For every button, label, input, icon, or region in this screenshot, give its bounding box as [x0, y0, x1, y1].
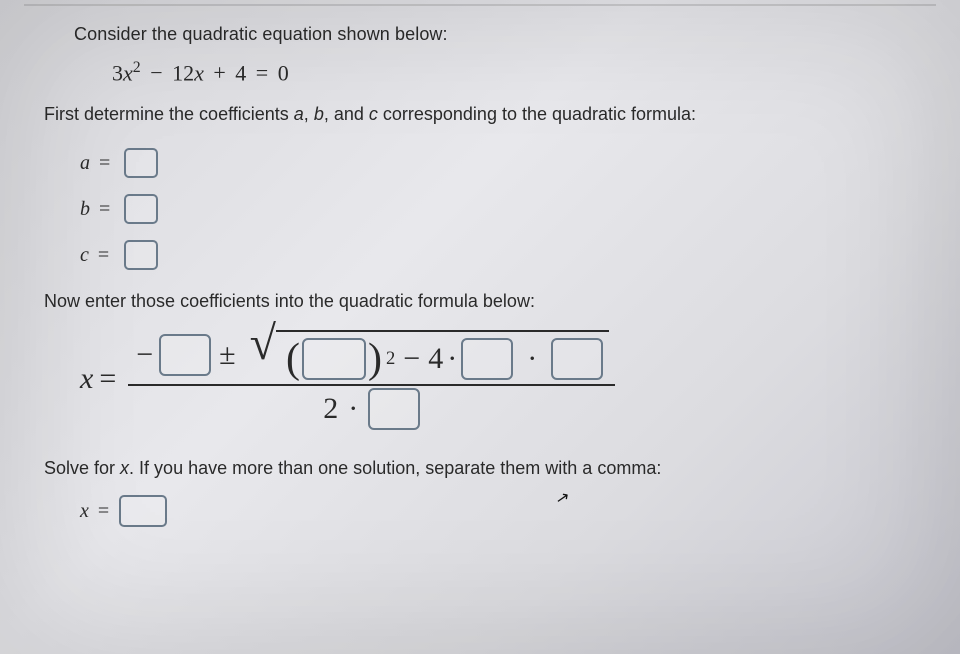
formula-numerator: − ± √ ( )2 − 4 · ·	[128, 326, 615, 384]
coeff-b-var: b	[314, 104, 324, 124]
input-formula-a2[interactable]	[368, 388, 420, 430]
formula-eq: =	[99, 362, 116, 395]
formula-four: 4	[428, 342, 443, 376]
coeff-prompt-pre: First determine the coefficients	[44, 104, 294, 124]
coeff-a-var: a	[294, 104, 304, 124]
input-formula-b[interactable]	[159, 334, 211, 376]
coeff-c-var: c	[369, 104, 378, 124]
formula-denominator: 2 ·	[317, 386, 426, 432]
input-c[interactable]	[124, 240, 158, 270]
label-a: a =	[80, 152, 124, 175]
solve-prompt: Solve for x. If you have more than one s…	[44, 458, 920, 479]
formula-two: 2	[323, 392, 338, 426]
formula-prompt: Now enter those coefficients into the qu…	[44, 291, 920, 312]
quadratic-formula: x= − ± √ ( )2 − 4 · ·	[80, 326, 920, 432]
coeff-prompt: First determine the coefficients a, b, a…	[44, 104, 920, 125]
eq-rhs: 0	[278, 60, 289, 85]
intro-text: Consider the quadratic equation shown be…	[74, 24, 920, 45]
sqrt-body: ( )2 − 4 · ·	[276, 330, 609, 382]
solve-var: x	[120, 458, 129, 478]
eq-coef-b: 12	[172, 60, 194, 85]
formula-dot1: ·	[447, 342, 457, 376]
formula-x-equals: x=	[80, 362, 116, 396]
coeff-sep2: , and	[324, 104, 369, 124]
formula-x: x	[80, 362, 93, 395]
solve-row: x =	[80, 495, 920, 527]
coeff-prompt-post: corresponding to the quadratic formula:	[378, 104, 696, 124]
formula-pm: ±	[219, 338, 235, 372]
solve-prompt-pre: Solve for	[44, 458, 120, 478]
formula-sqrt: √ ( )2 − 4 · ·	[250, 328, 610, 382]
input-a[interactable]	[124, 148, 158, 178]
input-solution[interactable]	[119, 495, 167, 527]
rparen: )	[368, 338, 382, 380]
coefficient-inputs: a = b = c =	[80, 145, 920, 273]
eq-c-sign: +	[213, 60, 225, 85]
label-c: c =	[80, 244, 124, 267]
sqrt-icon: √	[250, 324, 276, 364]
quadratic-equation: 3x2 − 12x + 4 = 0	[112, 59, 920, 86]
eq-coef-a: 3	[112, 60, 123, 85]
input-formula-a[interactable]	[461, 338, 513, 380]
input-formula-b2[interactable]	[302, 338, 366, 380]
label-b: b =	[80, 198, 124, 221]
eq-coef-c: 4	[235, 60, 246, 85]
eq-exp: 2	[133, 59, 141, 76]
formula-dot3: ·	[348, 392, 358, 426]
solve-label: x =	[80, 500, 109, 523]
formula-fraction: − ± √ ( )2 − 4 · ·	[128, 326, 615, 432]
eq-b-sign: −	[150, 60, 162, 85]
lparen: (	[286, 338, 300, 380]
input-formula-c[interactable]	[551, 338, 603, 380]
formula-minus: −	[403, 342, 420, 376]
top-rule	[24, 4, 936, 6]
formula-neg: −	[136, 338, 153, 372]
formula-dot2: ·	[527, 342, 537, 376]
coeff-sep1: ,	[304, 104, 314, 124]
solve-prompt-post: . If you have more than one solution, se…	[129, 458, 661, 478]
formula-sq: 2	[386, 348, 395, 370]
input-b[interactable]	[124, 194, 158, 224]
